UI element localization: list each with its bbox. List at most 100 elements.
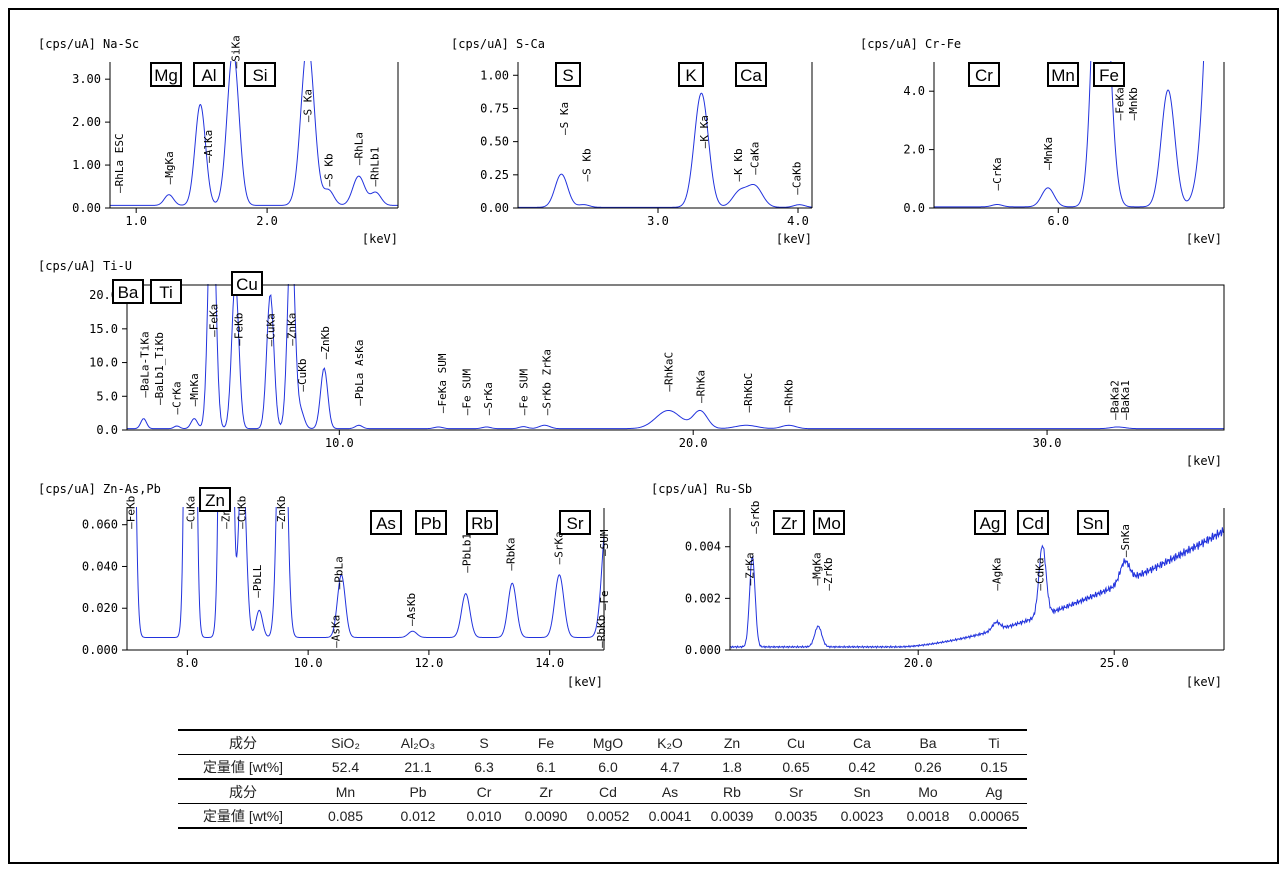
ti_u-ytick-label: 5.0 [96,389,118,403]
cr_fe-title: [cps/uA] Cr-Fe [860,37,961,51]
na_sc-peak-label: —MgKa [163,151,176,184]
element-box-rb [466,510,498,535]
cr_fe-peak-label: —FeKa [1113,87,1126,120]
s_ca-ytick-label: 1.00 [480,68,509,82]
ti_u-peak-label: —RhKbC [742,373,755,413]
zn_as_pb-peak-label: —ZnKb [275,496,288,529]
ti_u-peak-label: —FeKa SUM [436,353,449,413]
zn_as_pb-peak-label: —SUM [598,529,611,556]
ti_u-peak-label: —RhKaC [662,352,675,392]
ti_u-peak-label: —CuKb [296,358,309,391]
value-cell: 1.8 [701,754,763,779]
cr_fe-peak-label: —MnKa [1042,137,1055,170]
zn_as_pb-xtick-label: 10.0 [294,656,323,670]
element-box-ag [974,510,1006,535]
ru_sb-peak-label: —SnKa [1119,524,1132,557]
element-box-mn [1047,62,1079,87]
component-cell: Ag [961,778,1027,804]
ti_u-peak-label: —Fe SUM [517,368,530,415]
element-box-label-k: K [685,66,697,85]
component-cell: Ti [961,729,1027,755]
element-box-label-si: Si [252,66,267,85]
s_ca-peak-label: —K Kb [732,148,745,181]
element-box-label-ti: Ti [159,283,173,302]
element-box-label-sr: Sr [567,514,584,533]
zn_as_pb-peak-label: —FeKb [125,496,138,529]
zn_as_pb-xtick-label: 14.0 [535,656,564,670]
component-cell: Pb [383,778,453,804]
zn_as_pb-peak-label: —PbLa [332,556,345,589]
element-box-zr [773,510,805,535]
component-cell: Fe [515,729,577,755]
zn_as_pb-peak-label: —AsKa [329,615,342,648]
ru_sb-ytick-label: 0.002 [685,591,721,605]
s_ca-ytick-label: 0.25 [480,168,509,182]
s_ca-ytick-label: 0.00 [480,201,509,215]
value-label-2: 定量値 [wt%] [178,803,308,829]
element-box-fe [1093,62,1125,87]
component-cell: Sr [763,778,829,804]
na_sc-ytick-label: 3.00 [72,72,101,86]
value-cell: 0.0018 [895,803,961,829]
ti_u-peak-label: —CuKa [264,313,277,346]
s_ca-peak-label: —S Ka [558,102,571,135]
ti_u-peak-label: —BaLb1_TiKb [153,332,166,405]
element-box-mo [813,510,845,535]
element-box-sr [559,510,591,535]
element-box-k [678,62,704,87]
ru_sb-peak-label: —MgKa [810,552,823,585]
zn_as_pb-ytick-label: 0.020 [82,601,118,615]
s_ca-spectrum-line [518,92,812,208]
na_sc-peak-label: —RhLa ESC [113,133,126,193]
na_sc-ytick-label: 0.00 [72,201,101,215]
header-label-1: 成分 [178,729,308,755]
element-box-as [370,510,402,535]
value-cell: 0.42 [829,754,895,779]
cr_fe-peak-label: —CrKa [991,157,1004,190]
component-cell: Mn [308,778,383,804]
component-cell: Ba [895,729,961,755]
s_ca-title: [cps/uA] S-Ca [451,37,545,51]
ti_u-xtick-label: 10.0 [325,436,354,450]
value-cell: 0.012 [383,803,453,829]
table-row-values-2: 定量値 [wt%] 0.085 0.012 0.010 0.0090 0.0052 0.0… [178,803,1027,829]
cr_fe-ytick-label: 0.0 [903,201,925,215]
component-cell: Cr [453,778,515,804]
ti_u-peak-label: —MnKa [188,373,201,406]
component-cell: Rb [701,778,763,804]
component-cell: Cu [763,729,829,755]
zn_as_pb-peak-label: —SrKa [553,531,566,564]
value-cell: 6.0 [577,754,639,779]
component-cell: Zr [515,778,577,804]
ti_u-peak-label: —RhKa [694,370,707,403]
ru_sb-peak-label: —ZrKa [744,552,757,585]
s_ca-ytick-label: 0.50 [480,135,509,149]
component-cell: As [639,778,701,804]
ru_sb-peak-label: —AgKa [991,557,1004,590]
element-box-sn [1077,510,1109,535]
ti_u-peak-label: —FeKb [233,313,246,346]
s_ca-xtick-label: 3.0 [647,214,669,228]
na_sc-peak-label: —S Ka [302,89,315,122]
ru_sb-title: [cps/uA] Ru-Sb [651,482,752,496]
value-cell: 0.26 [895,754,961,779]
element-box-cu [231,271,263,296]
value-label-1: 定量値 [wt%] [178,754,308,779]
element-box-ca [735,62,767,87]
header-label-2: 成分 [178,778,308,804]
ti_u-title: [cps/uA] Ti-U [38,259,132,273]
element-box-cr [968,62,1000,87]
s_ca-peak-label: —CaKb [791,162,804,195]
ru_sb-ytick-label: 0.004 [685,540,721,554]
element-box-label-mo: Mo [817,514,841,533]
ti_u-peak-label: —Fe SUM [461,368,474,415]
ti_u-ytick-label: 20.0 [89,288,118,302]
zn_as_pb-peak-label: —PbLb1 [460,533,473,573]
element-box-mg [150,62,182,87]
value-cell: 0.0041 [639,803,701,829]
element-box-pb [415,510,447,535]
component-cell: Ca [829,729,895,755]
ru_sb-ytick-label: 0.000 [685,643,721,657]
value-cell: 0.0052 [577,803,639,829]
